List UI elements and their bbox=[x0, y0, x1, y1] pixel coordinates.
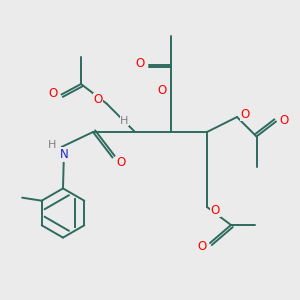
Text: O: O bbox=[280, 113, 289, 127]
Text: O: O bbox=[158, 84, 166, 98]
Text: O: O bbox=[136, 56, 145, 70]
Text: O: O bbox=[241, 107, 250, 121]
Text: H: H bbox=[48, 140, 57, 150]
Text: N: N bbox=[59, 148, 68, 161]
Text: O: O bbox=[116, 155, 125, 169]
Text: O: O bbox=[211, 203, 220, 217]
Text: H: H bbox=[120, 116, 129, 126]
Text: O: O bbox=[49, 86, 58, 100]
Text: O: O bbox=[197, 239, 206, 253]
Text: O: O bbox=[94, 93, 103, 106]
